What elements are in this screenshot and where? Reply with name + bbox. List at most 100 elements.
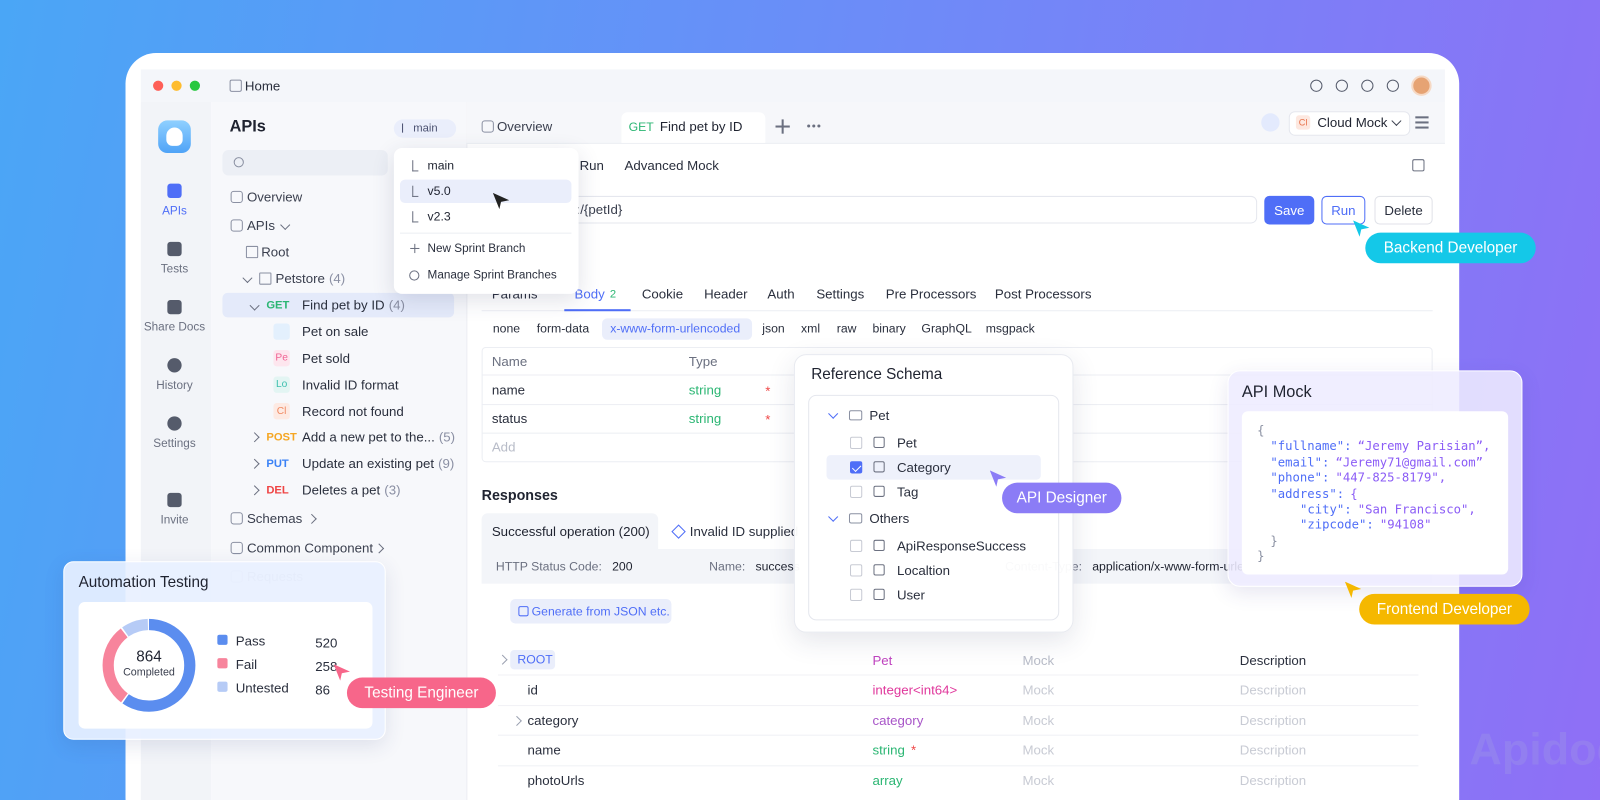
- param-tab[interactable]: Post Processors: [995, 286, 1092, 301]
- checkbox[interactable]: [850, 564, 863, 577]
- button[interactable]: [1264, 195, 1315, 225]
- nav-item[interactable]: APIs: [162, 205, 187, 218]
- toolbar-icon[interactable]: [1310, 79, 1323, 92]
- branch-option[interactable]: main: [427, 158, 455, 173]
- body-type[interactable]: json: [762, 321, 785, 336]
- text: Find pet by ID: [659, 118, 743, 135]
- nav-item[interactable]: History: [156, 379, 193, 392]
- body-type[interactable]: x-www-form-urlencoded: [610, 321, 741, 336]
- body-type[interactable]: form-data: [536, 321, 590, 336]
- checkbox[interactable]: [850, 485, 863, 498]
- param-tab[interactable]: Settings: [816, 286, 864, 301]
- add-row[interactable]: Add: [491, 439, 516, 455]
- checkbox[interactable]: [850, 436, 863, 449]
- menu-action[interactable]: Manage Sprint Branches: [427, 269, 557, 282]
- schema-group[interactable]: Pet: [869, 407, 890, 423]
- endpoint[interactable]: POST Add a new pet to the... (5): [266, 429, 455, 444]
- active-tab[interactable]: [621, 112, 766, 143]
- test-case[interactable]: Record not found: [302, 403, 404, 419]
- field-mock: Mock: [1022, 742, 1055, 758]
- test-case[interactable]: Pet on sale: [302, 323, 369, 340]
- code-key: "zipcode":: [1300, 517, 1374, 533]
- param-tab[interactable]: Cookie: [642, 286, 683, 301]
- generate-button[interactable]: [510, 598, 672, 624]
- text: (5): [438, 429, 456, 445]
- more-icon[interactable]: [811, 124, 815, 128]
- body-type[interactable]: xml: [801, 321, 821, 336]
- schema-item[interactable]: ApiResponseSuccess: [896, 538, 1026, 554]
- nav-item[interactable]: Tests: [160, 263, 189, 276]
- tree-group[interactable]: Schemas: [246, 510, 303, 527]
- nav-item[interactable]: Invite: [160, 514, 189, 527]
- url-input[interactable]: [559, 195, 1258, 224]
- schema-item[interactable]: Tag: [896, 484, 919, 500]
- mode-tab[interactable]: Advanced Mock: [624, 157, 719, 173]
- mode-tab[interactable]: Run: [579, 157, 604, 173]
- cube-icon: [873, 461, 885, 473]
- toolbar-icon[interactable]: [1361, 79, 1374, 92]
- window-dot[interactable]: [189, 80, 201, 91]
- search-icon: [233, 157, 244, 168]
- case-badge: [273, 350, 290, 367]
- button[interactable]: [1321, 195, 1366, 225]
- toolbar-icon[interactable]: [1335, 79, 1348, 92]
- branch-pill[interactable]: [393, 119, 457, 138]
- branch-option[interactable]: v5.0: [427, 183, 451, 198]
- endpoint[interactable]: PUT Update an existing pet (9): [266, 456, 454, 471]
- menu-action[interactable]: New Sprint Branch: [427, 242, 526, 256]
- tree-group[interactable]: Common Component: [246, 540, 374, 556]
- checkbox[interactable]: [850, 539, 863, 553]
- more-icon[interactable]: [816, 124, 820, 128]
- param-type: string: [688, 410, 722, 427]
- schema-item[interactable]: User: [896, 587, 925, 603]
- checkbox[interactable]: [850, 461, 863, 474]
- menu-icon[interactable]: [1415, 116, 1429, 118]
- branch-option[interactable]: v2.3: [427, 209, 451, 224]
- home-tab[interactable]: Home: [244, 78, 281, 94]
- param-name: name: [491, 382, 526, 398]
- tree-item[interactable]: Overview: [246, 189, 303, 205]
- response-tab-label[interactable]: Invalid ID supplied: [689, 523, 799, 540]
- tree-item[interactable]: Petstore (4): [276, 271, 346, 286]
- param-tab[interactable]: Header: [704, 286, 748, 301]
- checkbox[interactable]: [850, 588, 863, 602]
- field-name: photoUrls: [527, 772, 585, 788]
- button[interactable]: [1374, 195, 1433, 225]
- more-icon[interactable]: [806, 124, 810, 128]
- menu-icon[interactable]: [1415, 126, 1429, 129]
- response-tab[interactable]: [481, 513, 659, 549]
- icon: [245, 245, 259, 259]
- schema-item[interactable]: Pet: [896, 435, 917, 451]
- schema-item[interactable]: Category: [896, 459, 951, 476]
- body-type[interactable]: binary: [872, 321, 906, 336]
- endpoint[interactable]: GET Find pet by ID (4): [266, 297, 405, 312]
- tree-item[interactable]: APIs: [246, 217, 275, 234]
- body-type[interactable]: raw: [836, 321, 857, 336]
- nav-icon: [167, 416, 182, 431]
- panel-icon[interactable]: [1412, 159, 1425, 172]
- endpoint[interactable]: DEL Deletes a pet (3): [266, 482, 400, 497]
- avatar[interactable]: [1411, 75, 1432, 96]
- schema-group[interactable]: Others: [869, 510, 910, 527]
- sync-icon[interactable]: [1261, 113, 1280, 132]
- nav-item[interactable]: Share Docs: [143, 321, 206, 334]
- param-tab[interactable]: Body 2: [574, 286, 616, 301]
- body-type[interactable]: none: [492, 321, 521, 336]
- test-case[interactable]: Invalid ID format: [302, 377, 399, 393]
- window-dot[interactable]: [171, 80, 182, 91]
- search-box[interactable]: [222, 150, 388, 176]
- tree-item[interactable]: Root: [261, 244, 290, 260]
- schema-item[interactable]: Localtion: [896, 562, 951, 579]
- body-type[interactable]: GraphQL: [921, 321, 972, 336]
- tab[interactable]: Overview: [496, 118, 553, 135]
- code-line: {: [1257, 423, 1265, 438]
- param-tab[interactable]: Auth: [767, 286, 794, 301]
- test-case[interactable]: Pet sold: [302, 350, 350, 366]
- tab-label: GET Find pet by ID: [629, 119, 743, 134]
- body-type[interactable]: msgpack: [985, 321, 1035, 336]
- menu-icon[interactable]: [1415, 121, 1429, 123]
- window-dot[interactable]: [153, 80, 164, 91]
- toolbar-icon[interactable]: [1386, 79, 1399, 92]
- nav-item[interactable]: Settings: [153, 437, 196, 451]
- param-tab[interactable]: Pre Processors: [886, 286, 977, 301]
